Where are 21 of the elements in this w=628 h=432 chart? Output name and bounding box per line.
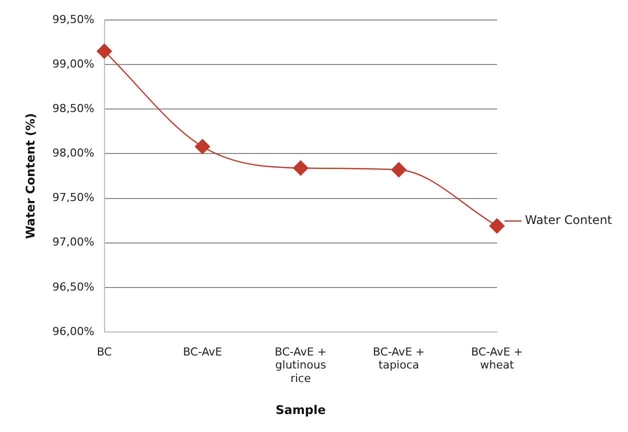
y-axis-title: Water Content (%) xyxy=(23,113,38,239)
y-tick-label: 96,50% xyxy=(52,280,94,294)
point xyxy=(194,138,210,154)
y-tick-label: 97,00% xyxy=(52,236,94,249)
x-tick-label: BC-AvE + tapioca xyxy=(372,345,425,372)
point xyxy=(293,160,308,176)
x-tick-label: BC xyxy=(96,345,112,358)
y-tick-label: 96,00% xyxy=(52,324,94,338)
point xyxy=(391,162,406,178)
x-tick-label: BC-AvE + glutinous rice xyxy=(274,345,327,385)
y-tick-label: 98,50% xyxy=(52,102,94,115)
x-tick-label: BC-AvE + wheat xyxy=(471,345,523,372)
point xyxy=(489,218,505,234)
y-tick-label: 99,50% xyxy=(52,12,94,26)
y-tick-label: 98,00% xyxy=(52,146,94,160)
x-axis-title: Sample xyxy=(276,402,326,417)
point xyxy=(96,44,112,59)
y-tick-label: 97,50% xyxy=(52,191,94,204)
legend-label: Water Content xyxy=(524,213,612,228)
y-tick-label: 99,00% xyxy=(52,57,94,70)
x-tick-label: BC-AvE xyxy=(182,345,222,358)
